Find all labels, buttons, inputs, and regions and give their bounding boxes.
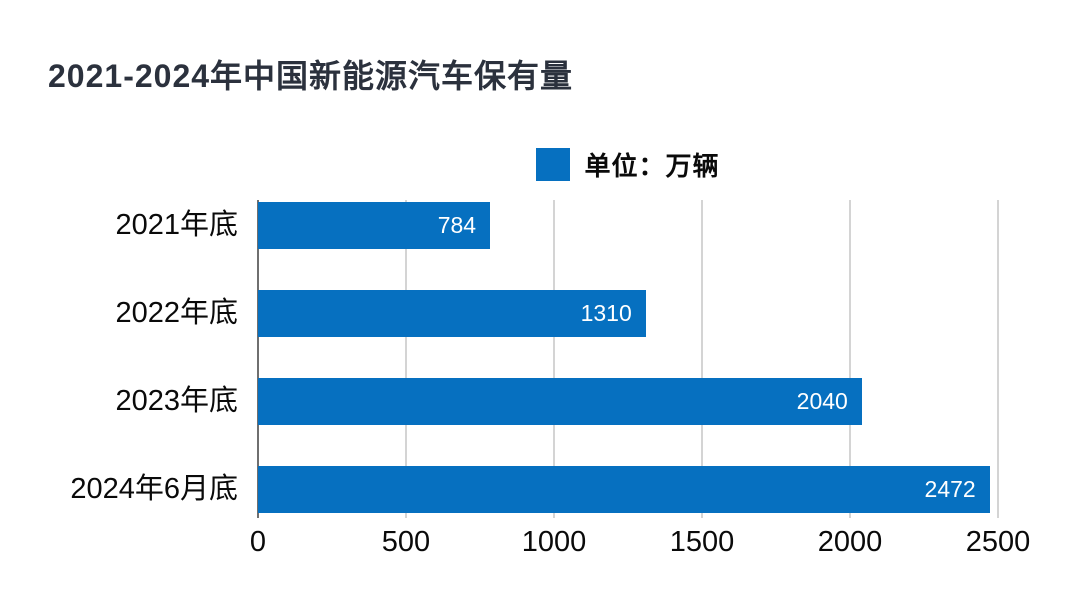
bar-2022: 1310 [258, 290, 646, 337]
y-axis-label: 2022年底 [115, 297, 238, 329]
x-axis-tick: 0 [249, 526, 267, 558]
x-axis-tick: 2000 [817, 526, 883, 558]
bar-2021: 784 [258, 202, 491, 249]
bar-value-label: 2040 [796, 388, 848, 414]
legend-swatch-icon [536, 147, 571, 181]
y-axis-label: 2023年底 [115, 385, 238, 417]
bar-value-label: 2472 [924, 476, 976, 502]
y-axis-label: 2024年6月底 [70, 473, 238, 505]
x-axis-tick: 1500 [669, 526, 735, 558]
gridline [701, 200, 703, 518]
x-axis-tick: 500 [381, 526, 431, 558]
gridline [997, 200, 999, 518]
y-axis-label: 2021年底 [115, 209, 238, 241]
gridline [553, 200, 555, 518]
bar-value-label: 1310 [580, 300, 632, 326]
bar-value-label: 784 [437, 212, 477, 238]
legend: 单位：万辆 [258, 144, 998, 184]
x-axis-tick: 2500 [965, 526, 1031, 558]
y-axis-line [257, 200, 259, 518]
bar-2023: 2040 [258, 378, 862, 425]
x-axis-tick: 1000 [521, 526, 587, 558]
chart-title: 2021-2024年中国新能源汽车保有量 [48, 58, 574, 94]
legend-label: 单位：万辆 [584, 150, 720, 181]
plot-area: 784 1310 2040 2472 [257, 200, 999, 518]
gridline [405, 200, 407, 518]
gridline [849, 200, 851, 518]
y-axis-labels: 2021年底 2022年底 2023年底 2024年6月底 [0, 200, 238, 518]
bar-2024: 2472 [258, 466, 990, 513]
x-axis-labels: 0 500 1000 1500 2000 2500 [250, 526, 1030, 566]
